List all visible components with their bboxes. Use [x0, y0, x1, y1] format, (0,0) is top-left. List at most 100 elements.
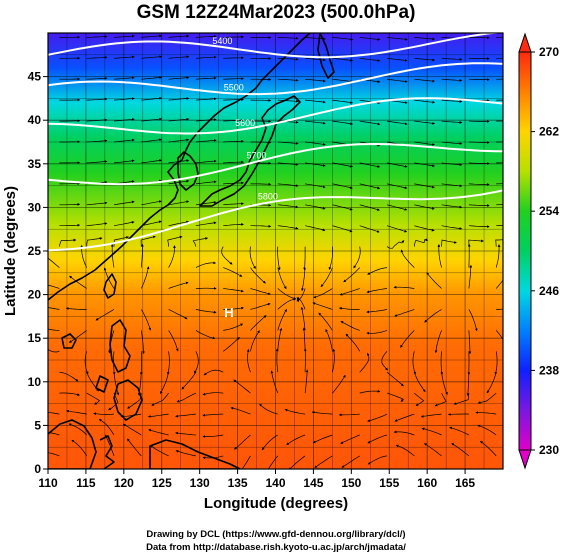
streamline	[168, 309, 188, 320]
credit-data: Data from http://database.rish.kyoto-u.a…	[146, 542, 406, 553]
streamline	[59, 371, 79, 382]
streamline	[414, 162, 435, 168]
streamline	[250, 330, 260, 352]
streamline	[160, 372, 169, 395]
streamline	[113, 34, 135, 38]
y-tick-label: 15	[28, 331, 42, 345]
streamline	[48, 328, 60, 331]
streamline	[496, 36, 503, 38]
x-tick-label: 145	[303, 476, 323, 490]
streamline	[141, 117, 163, 122]
coastline-hainan	[61, 333, 77, 349]
streamline	[120, 413, 142, 418]
streamline	[113, 97, 135, 101]
streamline	[441, 372, 448, 396]
y-tick-label: 25	[28, 244, 42, 258]
streamline	[223, 288, 244, 293]
streamline	[424, 309, 442, 323]
x-axis-label: Longitude (degrees)	[204, 495, 348, 512]
streamline	[367, 413, 388, 422]
coastline-korea	[177, 151, 199, 191]
streamline	[496, 183, 503, 185]
height-contour	[48, 62, 503, 96]
streamline	[195, 330, 216, 340]
streamline	[332, 348, 336, 373]
colorbar-top-triangle	[518, 32, 532, 53]
streamline	[496, 141, 503, 143]
streamline	[305, 57, 326, 62]
streamline	[166, 351, 170, 375]
streamline	[496, 120, 503, 122]
streamline	[451, 443, 470, 457]
streamline	[277, 78, 299, 82]
streamline	[168, 138, 190, 143]
streamline	[59, 392, 81, 396]
y-axis-label: Latitude (degrees)	[2, 186, 19, 316]
streamline	[250, 302, 271, 310]
streamline	[71, 439, 87, 457]
streamline	[441, 239, 457, 247]
streamline	[367, 455, 388, 465]
streamline	[233, 379, 251, 394]
streamline	[359, 183, 381, 190]
streamline	[168, 97, 190, 101]
streamline	[250, 288, 271, 295]
streamline	[195, 139, 217, 143]
streamline	[168, 281, 189, 289]
streamline	[181, 372, 197, 390]
streamline	[221, 246, 233, 265]
streamline	[367, 267, 388, 275]
streamline	[303, 246, 307, 271]
streamline	[48, 257, 60, 268]
streamline	[141, 76, 163, 80]
streamline	[195, 180, 217, 185]
streamline	[277, 162, 299, 166]
streamline	[223, 119, 245, 122]
streamline	[148, 429, 169, 436]
streamline	[496, 225, 503, 227]
streamline	[477, 424, 497, 436]
streamline	[434, 392, 447, 407]
streamline	[127, 438, 142, 457]
streamline	[366, 309, 388, 314]
colorbar-tick-label: 270	[539, 45, 559, 59]
streamline	[168, 55, 190, 59]
streamline	[420, 413, 442, 418]
streamline	[441, 78, 463, 82]
y-tick-label: 20	[28, 288, 42, 302]
streamline	[466, 372, 470, 397]
streamline	[386, 37, 408, 41]
streamline	[95, 309, 115, 321]
streamline	[175, 431, 196, 436]
streamline	[250, 182, 272, 186]
streamline	[468, 162, 490, 165]
streamline	[494, 351, 498, 375]
streamline	[86, 35, 108, 38]
x-tick-label: 130	[190, 476, 210, 490]
streamline	[168, 330, 179, 352]
streamline	[223, 222, 244, 227]
x-axis-ticks: 110 115 120 125 130 135 140 145 150 155 160 165	[38, 469, 475, 490]
streamline	[394, 413, 415, 422]
streamline	[277, 246, 281, 271]
streamline	[421, 427, 442, 436]
streamline	[141, 55, 163, 59]
streamline	[338, 307, 360, 310]
streamline	[305, 78, 326, 83]
streamline	[277, 204, 299, 209]
streamline	[496, 78, 503, 80]
streamline	[113, 55, 135, 59]
streamline	[284, 408, 306, 415]
streamline	[441, 120, 463, 124]
streamline	[332, 162, 353, 168]
streamline	[302, 327, 306, 352]
streamline	[441, 204, 463, 209]
streamline	[141, 96, 163, 101]
streamline	[414, 204, 435, 210]
streamline	[359, 120, 381, 126]
streamline	[495, 279, 503, 289]
streamline	[312, 434, 333, 444]
streamline	[305, 225, 326, 232]
streamline	[195, 118, 217, 122]
